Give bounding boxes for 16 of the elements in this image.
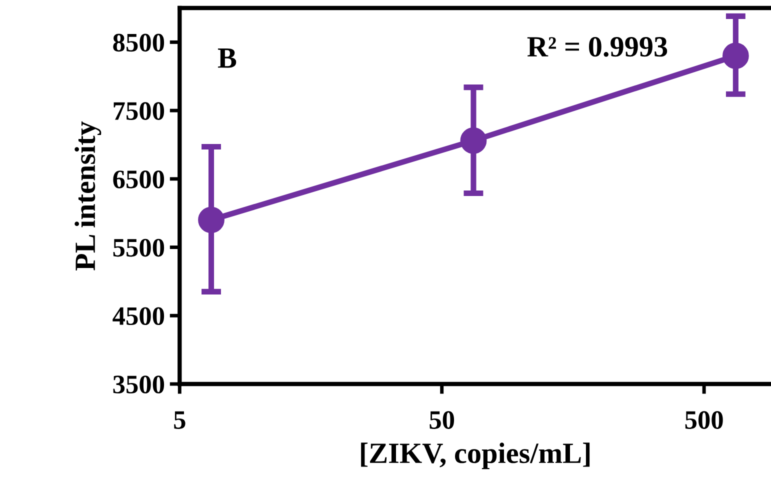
x-tick-label: 50 bbox=[430, 411, 454, 429]
point bbox=[460, 127, 487, 154]
point bbox=[198, 206, 224, 234]
y-axis-title: PL intensity bbox=[74, 121, 102, 270]
x-tick-label: 5 bbox=[174, 411, 186, 429]
annotation: B bbox=[218, 48, 236, 68]
x-tick-label: 500 bbox=[685, 411, 723, 429]
y-tick-label: 8500 bbox=[113, 34, 164, 52]
x-axis-title: [ZIKV, copies/mL] bbox=[361, 442, 590, 470]
y-tick-label: 5500 bbox=[113, 238, 164, 257]
y-tick-label: 6500 bbox=[113, 170, 164, 188]
annotation: R² = 0.9993 bbox=[527, 36, 668, 57]
y-tick-label: 7500 bbox=[114, 102, 164, 120]
y-tick-label: 3500 bbox=[113, 376, 164, 394]
point bbox=[722, 42, 749, 70]
y-tick-label: 4500 bbox=[112, 307, 164, 326]
